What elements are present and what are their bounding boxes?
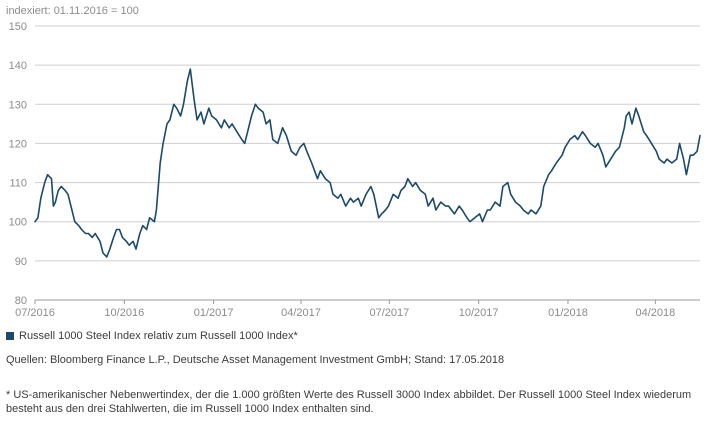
y-axis-title: indexiert: 01.11.2016 = 100 (6, 5, 139, 17)
series-line (34, 68, 701, 258)
y-tick-label: 80 (15, 295, 27, 307)
line-chart: indexiert: 01.11.2016 = 100 80 90 100 110 12… (6, 5, 701, 319)
x-tick-label: 10/2017 (459, 307, 499, 319)
x-tick-label: 04/2017 (281, 307, 321, 319)
footnote: * US-amerikanischer Nebenwertindex, der … (6, 389, 692, 415)
x-tick-label: 01/2018 (548, 307, 588, 319)
sources-note: Quellen: Bloomberg Finance L.P., Deutsch… (6, 354, 505, 366)
x-tick-label: 07/2016 (15, 307, 55, 319)
legend-label: Russell 1000 Steel Index relativ zum Rus… (19, 330, 298, 342)
x-tick-label: 01/2017 (194, 307, 234, 319)
y-tick-label: 110 (9, 178, 27, 190)
gridlines (35, 25, 700, 301)
y-tick-label: 100 (9, 217, 27, 229)
y-tick-label: 130 (9, 99, 27, 111)
x-tick-label: 04/2018 (635, 307, 675, 319)
y-tick-label: 90 (15, 256, 27, 268)
x-tick-labels: 07/2016 10/2016 01/2017 04/2017 07/2017 10/20… (15, 300, 675, 319)
x-tick-label: 07/2017 (369, 307, 409, 319)
y-tick-label: 140 (9, 60, 27, 72)
y-tick-label: 150 (9, 21, 27, 33)
legend: Russell 1000 Steel Index relativ zum Rus… (6, 329, 298, 343)
series-layer (34, 68, 701, 258)
y-tick-labels: 80 90 100 110 120 130 140 150 (9, 21, 27, 307)
legend-swatch (6, 332, 14, 340)
x-tick-label: 10/2016 (104, 307, 144, 319)
y-tick-label: 120 (9, 138, 27, 150)
